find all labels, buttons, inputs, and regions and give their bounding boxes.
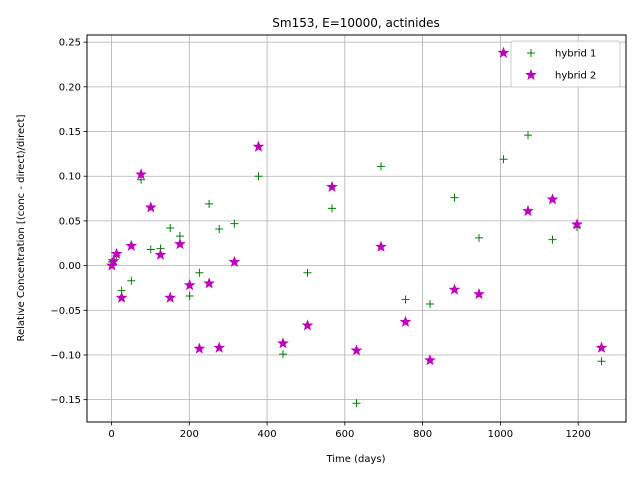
x-tick-label: 1000 (488, 429, 513, 440)
legend-label: hybrid 1 (555, 49, 596, 60)
y-tick-label: −0.15 (50, 395, 81, 406)
data-point (595, 341, 608, 353)
data-point (448, 283, 461, 295)
data-point (137, 175, 146, 184)
data-point (166, 224, 175, 233)
x-tick-label: 0 (108, 429, 114, 440)
x-tick-label: 200 (180, 429, 199, 440)
data-point (303, 268, 312, 277)
x-tick-label: 400 (258, 429, 277, 440)
data-point (252, 140, 265, 152)
y-tick-label: −0.05 (50, 306, 81, 317)
x-tick-label: 600 (335, 429, 354, 440)
data-marks (106, 46, 608, 408)
data-point (174, 237, 186, 250)
data-point (230, 219, 239, 228)
data-point (205, 199, 214, 208)
x-axis: 0 200 400 600 800 1000 1200 (108, 422, 591, 440)
data-point (301, 319, 314, 331)
data-point (546, 193, 559, 205)
y-axis-label: Relative Concentration [(conc - direct)/… (16, 114, 27, 341)
data-point (254, 172, 263, 181)
x-tick-label: 1200 (565, 429, 590, 440)
legend: hybrid 1 hybrid 2 (510, 40, 621, 88)
y-tick-label: 0.10 (59, 172, 81, 183)
data-point (328, 204, 336, 213)
data-point (499, 155, 508, 164)
x-tick-label: 800 (413, 429, 432, 440)
legend-marker (525, 68, 537, 80)
grid (87, 35, 626, 422)
data-point (571, 218, 583, 230)
legend-label: hybrid 2 (555, 71, 596, 82)
chart-title: Sm153, E=10000, actinides (272, 16, 439, 30)
data-point (195, 268, 204, 277)
data-point (277, 337, 289, 349)
data-point (154, 248, 167, 260)
data-point (426, 300, 434, 309)
y-tick-label: 0.05 (59, 216, 81, 227)
data-point (497, 46, 510, 58)
data-point (326, 180, 338, 192)
data-point (215, 224, 224, 233)
legend-marker (527, 49, 535, 57)
data-point (213, 341, 226, 353)
series-1 (107, 131, 606, 408)
data-point (107, 254, 120, 267)
data-point (110, 247, 123, 259)
data-point (522, 204, 534, 217)
data-point (475, 233, 483, 242)
data-point (203, 277, 215, 289)
legend-box (510, 40, 621, 88)
y-axis: −0.15 −0.10 −0.05 0.00 0.05 0.10 0.15 0.20 0.25 (50, 38, 87, 406)
data-point (183, 279, 196, 291)
x-axis-label: Time (days) (325, 454, 385, 465)
data-point (524, 131, 532, 140)
data-point (350, 344, 363, 356)
y-tick-label: 0.20 (59, 82, 81, 93)
data-point (127, 276, 136, 285)
data-point (473, 288, 485, 300)
data-point (377, 162, 385, 171)
data-point (135, 168, 147, 180)
data-point (125, 239, 138, 251)
y-tick-label: 0.25 (59, 38, 81, 49)
data-point (597, 357, 606, 366)
series-2 (106, 46, 608, 366)
data-point (185, 291, 194, 300)
plot-frame (86, 34, 627, 423)
data-point (401, 295, 410, 304)
data-point (164, 291, 177, 303)
y-tick-label: 0.15 (59, 127, 81, 138)
data-point (193, 342, 206, 354)
y-tick-label: −0.10 (50, 350, 81, 361)
data-point (375, 240, 387, 252)
data-point (279, 350, 287, 359)
data-point (548, 235, 557, 244)
data-point (144, 201, 157, 213)
data-point (228, 255, 241, 267)
data-point (399, 315, 412, 327)
data-point (146, 245, 155, 254)
data-point (115, 291, 128, 303)
data-point (352, 399, 361, 408)
data-point (424, 354, 436, 366)
data-point (450, 193, 459, 202)
y-tick-label: 0.00 (59, 261, 81, 272)
